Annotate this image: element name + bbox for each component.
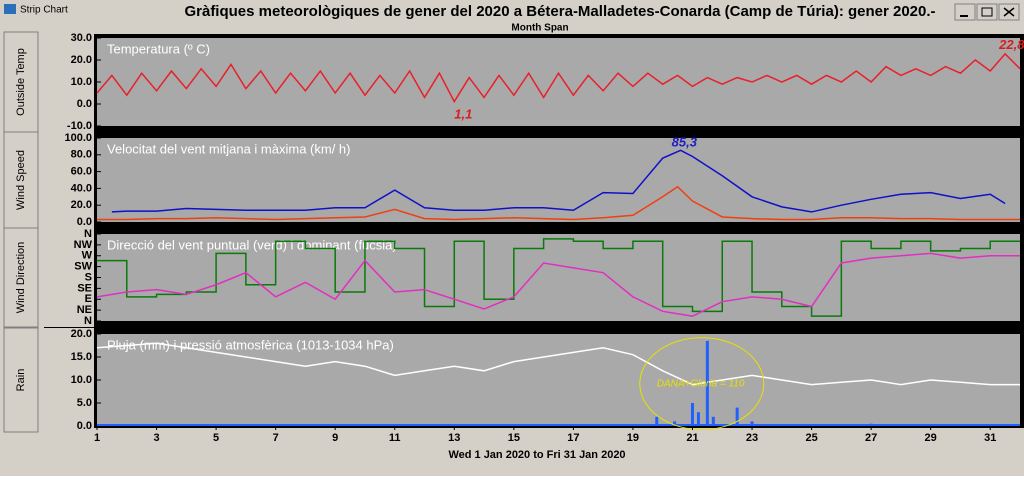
panel-title: Pluja (mm) i pressió atmosfèrica (1013-1… — [107, 337, 394, 352]
x-tick-label: 21 — [686, 432, 698, 444]
y-tick-label: E — [85, 293, 92, 305]
x-tick-label: 11 — [389, 432, 401, 444]
y-tick-label: 0.0 — [77, 98, 92, 110]
button-gutter — [44, 32, 94, 132]
chart-subtitle: Month Span — [511, 23, 568, 34]
y-tick-label: 0.0 — [77, 216, 92, 228]
minimize-button[interactable] — [954, 3, 976, 21]
x-tick-label: 3 — [153, 432, 159, 444]
y-tick-label: 100.0 — [64, 132, 92, 144]
y-tick-label: 20.0 — [71, 328, 92, 340]
x-tick-label: 7 — [273, 432, 279, 444]
y-tick-label: SE — [77, 282, 92, 294]
x-tick-label: 17 — [567, 432, 579, 444]
panel-title: Velocitat del vent mitjana i màxima (km/… — [107, 141, 350, 156]
panel-title: Direcció del vent puntual (verd) i domin… — [107, 237, 397, 252]
x-axis-label: Wed 1 Jan 2020 to Fri 31 Jan 2020 — [448, 449, 625, 461]
y-tick-label: S — [85, 271, 92, 283]
panel-button[interactable] — [3, 227, 39, 328]
button-gutter — [44, 328, 94, 432]
plot-panel — [97, 38, 1020, 126]
y-tick-label: 0.0 — [77, 420, 92, 432]
button-label: Rain — [15, 369, 27, 392]
data-line — [97, 238, 1020, 317]
data-line — [96, 252, 1020, 317]
button-label: Outside Temp — [15, 48, 27, 116]
x-tick-label: 25 — [805, 432, 817, 444]
y-tick-label: NW — [74, 239, 93, 251]
y-tick-label: 5.0 — [77, 397, 92, 409]
x-tick-label: 15 — [508, 432, 520, 444]
close-icon — [1003, 7, 1015, 17]
annotation: DANA+Gloria = 110 — [657, 378, 745, 389]
panel-title: Temperatura (º C) — [107, 41, 210, 56]
maximize-button[interactable] — [976, 3, 998, 21]
y-tick-label: 10.0 — [71, 374, 92, 386]
y-tick-label: 20.0 — [71, 54, 92, 66]
y-tick-label: 10.0 — [71, 76, 92, 88]
button-gutter — [44, 228, 94, 327]
y-tick-label: W — [82, 250, 93, 262]
x-tick-label: 9 — [332, 432, 338, 444]
x-tick-label: 29 — [925, 432, 937, 444]
annotation: 22,8 — [998, 37, 1024, 52]
y-tick-label: -10.0 — [67, 120, 92, 132]
data-line — [96, 342, 1020, 386]
annotation: 1,1 — [454, 106, 472, 121]
y-tick-label: N — [84, 315, 92, 327]
data-line — [96, 52, 1021, 104]
button-gutter — [44, 132, 94, 228]
x-tick-label: 27 — [865, 432, 877, 444]
x-tick-label: 19 — [627, 432, 639, 444]
x-tick-label: 23 — [746, 432, 758, 444]
y-tick-label: 80.0 — [71, 149, 92, 161]
x-tick-label: 1 — [94, 432, 100, 444]
panel-button[interactable] — [3, 131, 39, 229]
data-line — [97, 185, 1020, 221]
panel-button[interactable] — [3, 327, 39, 433]
x-tick-label: 13 — [448, 432, 460, 444]
window-controls — [954, 3, 1020, 21]
y-tick-label: 20.0 — [71, 199, 92, 211]
x-tick-label: 5 — [213, 432, 219, 444]
data-line — [111, 149, 1006, 213]
window-title: Strip Chart — [20, 5, 68, 16]
button-label: Wind Speed — [15, 150, 27, 210]
y-tick-label: SW — [74, 261, 92, 273]
y-tick-label: 30.0 — [71, 32, 92, 44]
y-tick-label: 15.0 — [71, 351, 92, 363]
x-tick-label: 31 — [984, 432, 996, 444]
title-bar — [0, 0, 1024, 34]
y-tick-label: 40.0 — [71, 182, 92, 194]
y-tick-label: NE — [77, 304, 92, 316]
plot-panel — [97, 138, 1020, 222]
x-axis-band — [44, 428, 1024, 448]
y-tick-label: N — [84, 228, 92, 240]
maximize-icon — [981, 7, 993, 17]
annotation-circle — [639, 337, 765, 431]
annotation: 85,3 — [672, 134, 698, 149]
chart-title: Gràfiques meteorològiques de gener del 2… — [184, 3, 935, 20]
button-label: Wind Direction — [15, 242, 27, 314]
app-icon — [4, 4, 16, 14]
y-tick-label: 60.0 — [71, 166, 92, 178]
